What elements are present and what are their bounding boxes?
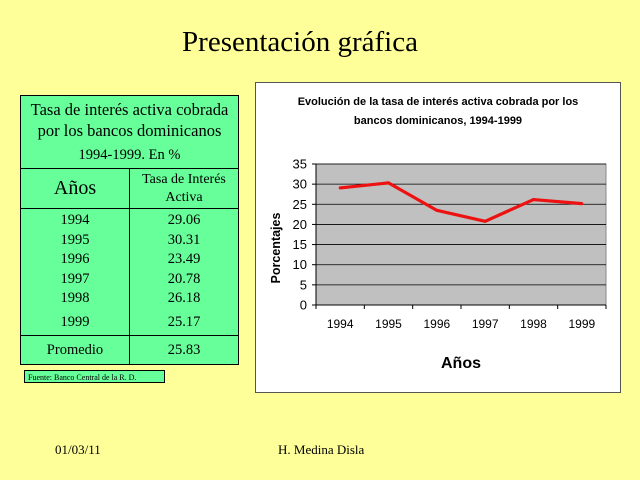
x-tick-label: 1995 (375, 317, 402, 331)
table-caption-title: Tasa de interés activa cobrada por los b… (30, 100, 229, 140)
line-chart: Evolución de la tasa de interés activa c… (269, 96, 607, 372)
table-year: 1999 (60, 313, 90, 330)
average-value: 25.83 (167, 342, 201, 358)
data-point (387, 181, 390, 185)
header-rate: Tasa de Interés Activa (142, 172, 226, 205)
table-year: 1996 (60, 251, 90, 268)
x-tick-label: 1994 (327, 317, 354, 331)
table-year: 1994 (60, 212, 90, 228)
series-line (340, 181, 582, 223)
chart-title-line: bancos dominicanos, 1994-1999 (354, 115, 522, 127)
y-tick-label: 30 (293, 177, 307, 192)
chart-container: Evolución de la tasa de interés activa c… (255, 82, 621, 393)
x-tick-label: 1998 (520, 317, 547, 331)
y-axis-title: Porcentajes (269, 213, 283, 284)
y-tick-label: 0 (300, 298, 307, 313)
y-tick-label: 15 (293, 237, 307, 252)
table-body-row: 1994 1995 1996 1997 1998 1999 29.06 30.3… (21, 209, 238, 336)
data-point (435, 208, 439, 212)
table-caption: Tasa de interés activa cobrada por los b… (21, 96, 238, 169)
y-tick-label: 5 (300, 277, 307, 292)
table-year: 1995 (60, 231, 90, 248)
slide-title: Presentación gráfica (182, 26, 418, 58)
x-tick-label: 1997 (472, 317, 499, 331)
table-rate: 25.17 (167, 313, 201, 330)
x-tick-label: 1999 (568, 317, 595, 331)
y-tick-label: 20 (293, 217, 307, 232)
x-axis-title: Años (441, 355, 481, 372)
x-tick-label: 1996 (423, 317, 450, 331)
rates-column: 29.06 30.31 23.49 20.78 26.18 25.17 (130, 209, 238, 335)
table-year: 1997 (60, 270, 90, 287)
data-point (483, 219, 487, 223)
header-years: Años (21, 169, 130, 208)
source-note: Fuente: Banco Central de la R. D. (24, 370, 165, 383)
table-year: 1998 (60, 290, 90, 307)
years-column: 1994 1995 1996 1997 1998 1999 (21, 209, 130, 335)
table-average-row: Promedio 25.83 (21, 336, 238, 364)
plot-area (315, 163, 607, 306)
table-rate: 23.49 (167, 251, 201, 268)
data-table: Tasa de interés activa cobrada por los b… (20, 95, 239, 365)
y-tick-label: 35 (293, 157, 307, 172)
table-rate: 20.78 (167, 270, 201, 287)
footer-author: H. Medina Disla (278, 442, 365, 457)
chart-title-line: Evolución de la tasa de interés activa c… (298, 96, 579, 108)
data-point (532, 198, 535, 202)
y-tick-label: 25 (293, 197, 307, 212)
average-label: Promedio (21, 336, 130, 364)
data-point (338, 186, 342, 190)
y-tick-label: 10 (293, 257, 307, 272)
table-header-row: Años Tasa de Interés Activa (21, 169, 238, 209)
table-caption-period: 1994-1999. En % (78, 147, 181, 163)
data-point (580, 202, 584, 206)
table-rate: 26.18 (167, 290, 201, 307)
table-rate: 29.06 (167, 212, 201, 228)
footer-date: 01/03/11 (55, 442, 101, 457)
table-rate: 30.31 (167, 231, 201, 248)
